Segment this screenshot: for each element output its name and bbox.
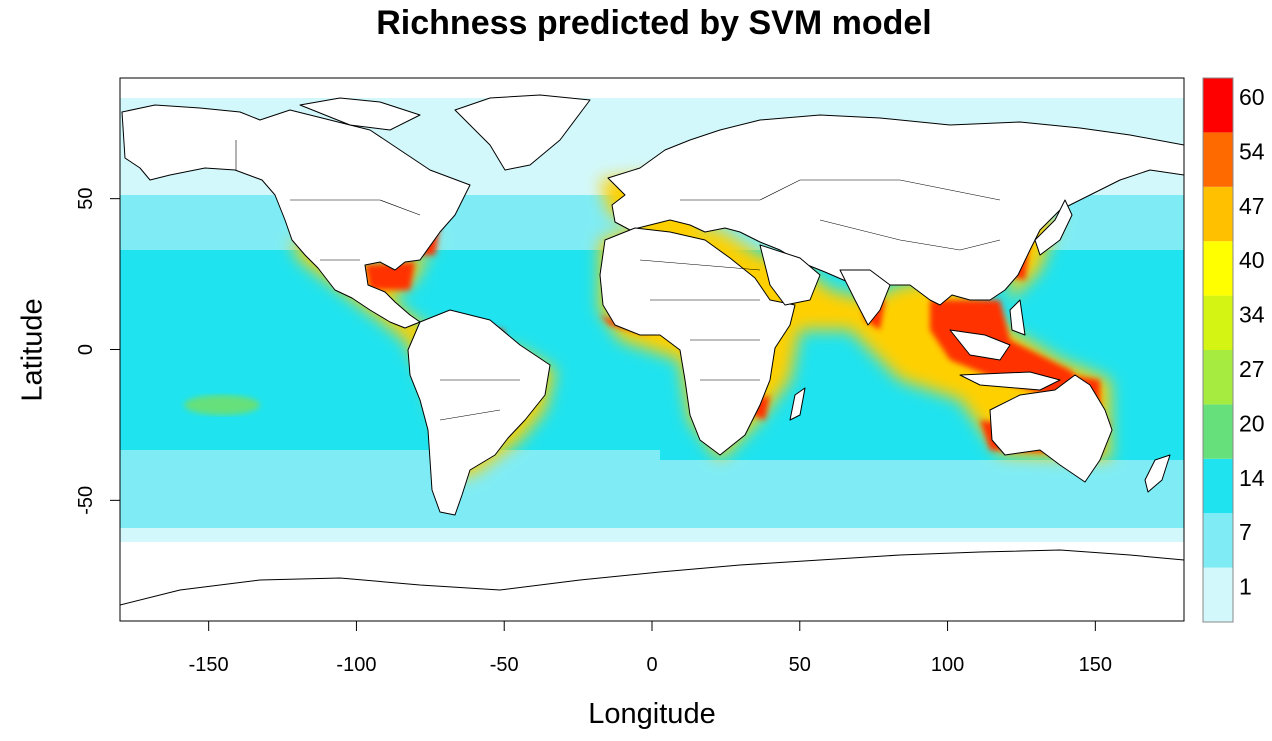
southeast-asia-islands — [949, 299, 1061, 391]
y-tick-label: 50 — [75, 188, 97, 210]
legend-swatch — [1203, 404, 1233, 459]
antarctica — [120, 549, 1184, 621]
legend-swatch — [1203, 567, 1233, 622]
country-borders — [235, 140, 1001, 421]
y-tick-label: 0 — [75, 344, 97, 355]
arctic-zone — [120, 78, 1184, 98]
central-pacific-patch — [184, 395, 260, 415]
madagascar — [789, 387, 806, 421]
africa — [599, 227, 796, 456]
greenland — [454, 94, 591, 171]
legend-swatch — [1203, 241, 1233, 296]
legend-label: 60 — [1239, 84, 1265, 110]
legend-label: 40 — [1239, 247, 1265, 273]
legend-swatch — [1203, 132, 1233, 187]
color-legend: 1 7 14 20 27 34 40 47 54 60 — [1202, 77, 1265, 623]
new-zealand — [1144, 454, 1171, 493]
japan — [1034, 199, 1073, 256]
x-axis-label: Longitude — [588, 698, 716, 730]
legend-swatch — [1203, 186, 1233, 242]
legend-swatch — [1203, 295, 1233, 350]
legend-label: 47 — [1239, 193, 1265, 219]
legend-frame — [1202, 77, 1234, 623]
x-axis: -150 -100 -50 0 50 100 150 — [189, 621, 1112, 676]
chart-title: Richness predicted by SVM model — [376, 4, 932, 42]
legend-label: 1 — [1239, 574, 1252, 600]
legend-label: 20 — [1239, 410, 1265, 436]
legend-label: 54 — [1239, 138, 1265, 164]
eurasia — [607, 114, 1184, 323]
x-tick-label: 150 — [1079, 654, 1112, 676]
x-tick-label: -150 — [189, 654, 229, 676]
legend-label: 27 — [1239, 356, 1265, 382]
legend-swatch — [1203, 513, 1233, 568]
x-tick-label: 50 — [789, 654, 811, 676]
north-america — [121, 104, 471, 329]
indian-subcontinent — [839, 269, 891, 326]
plot-area — [120, 78, 1184, 621]
australia — [989, 374, 1113, 483]
south-america — [407, 309, 551, 516]
x-tick-label: 100 — [931, 654, 964, 676]
x-tick-label: -50 — [490, 654, 519, 676]
legend-label: 7 — [1239, 519, 1252, 545]
southern-ocean-strip — [120, 528, 1184, 542]
y-axis: 50 0 -50 — [75, 188, 120, 515]
legend-swatch — [1203, 350, 1233, 405]
arabian-peninsula — [759, 244, 821, 306]
x-tick-label: -100 — [336, 654, 376, 676]
legend-label: 34 — [1239, 302, 1265, 328]
legend-label: 14 — [1239, 465, 1265, 491]
legend-swatch — [1203, 78, 1233, 133]
land — [120, 94, 1184, 621]
x-tick-label: 0 — [646, 654, 657, 676]
arctic-islands — [299, 97, 421, 131]
y-tick-label: -50 — [75, 486, 97, 515]
legend-swatch — [1203, 458, 1233, 514]
